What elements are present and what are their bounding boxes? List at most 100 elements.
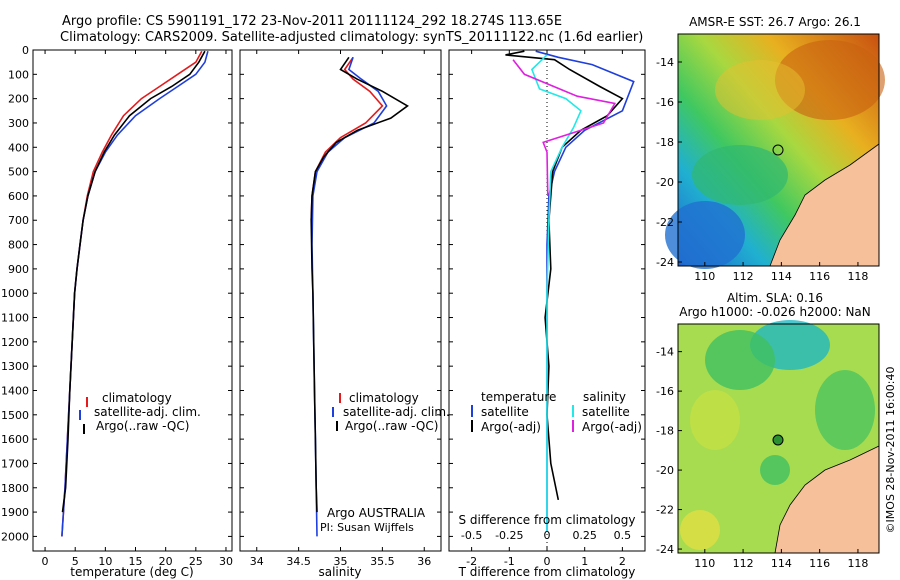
series-line-argo-raw-qc- (310, 56, 409, 513)
temperature-plot: 0100200300400500600700800900100011001200… (1, 44, 233, 568)
note-pi: PI: Susan Wijffels (320, 521, 414, 534)
argo-float-marker (772, 144, 784, 156)
argo-float-marker (772, 434, 784, 446)
s-tick-label: 0 (544, 529, 551, 542)
lat-tick-label: -14 (656, 346, 674, 359)
note-argo-australia: Argo AUSTRALIA (327, 506, 426, 520)
lon-tick-label: 110 (694, 557, 715, 570)
temperature-axis-label: temperature (deg C) (70, 565, 193, 579)
sla-map-title-line2: Argo h1000: -0.026 h2000: NaN (679, 305, 871, 319)
lat-tick-label: -14 (656, 56, 674, 69)
y-tick-label: 1300 (1, 360, 29, 373)
y-tick-label: 1000 (1, 287, 29, 300)
y-tick-label: 1200 (1, 336, 29, 349)
salinity-plot: 34 34.5 35 35.5 36 (240, 49, 441, 568)
x-tick-label: 10 (98, 555, 112, 568)
x-tick-label: 1 (581, 555, 588, 568)
y-tick-label: 300 (8, 117, 29, 130)
x-tick-label: 25 (189, 555, 203, 568)
y-tick-label: 1100 (1, 312, 29, 325)
x-tick-label: 15 (129, 555, 143, 568)
x-tick-label: 0 (42, 555, 49, 568)
lon-tick-label: 112 (733, 557, 754, 570)
sla-map-axes: 110 112 114 116 118 -14 -16 -18 -20 -22 -24 (656, 346, 868, 570)
lon-tick-label: 118 (847, 270, 868, 283)
lat-tick-label: -16 (656, 385, 674, 398)
series-line-salinity-satellite (530, 54, 582, 532)
legend-argo: Argo(..raw -QC) (345, 419, 438, 433)
s-difference-label: S difference from climatology (459, 513, 636, 527)
x-tick-label: 36 (417, 555, 431, 568)
lon-tick-label: 112 (733, 270, 754, 283)
x-tick-label: 34 (250, 555, 264, 568)
y-tick-label: 1600 (1, 433, 29, 446)
salinity-plot-frame (239, 49, 442, 552)
y-tick-label: 1900 (1, 506, 29, 519)
lat-tick-label: -18 (656, 425, 674, 438)
legend-argo: Argo(..raw -QC) (96, 419, 189, 433)
legend-sal-argo: Argo(-adj) (582, 420, 642, 434)
lat-tick-label: -22 (656, 504, 674, 517)
y-tick-label: 1400 (1, 384, 29, 397)
y-tick-label: 1800 (1, 482, 29, 495)
legend-temp-satellite: satellite (481, 405, 529, 419)
s-tick-label: -0.5 (461, 529, 482, 542)
y-tick-label: 600 (8, 190, 29, 203)
legend-climatology: climatology (349, 391, 419, 405)
s-tick-label: 0.25 (572, 529, 597, 542)
sst-map (665, 33, 885, 269)
s-tick-label: -0.25 (495, 529, 523, 542)
x-tick-label: 2 (619, 555, 626, 568)
lat-tick-label: -24 (656, 256, 674, 269)
t-difference-label: T difference from climatology (458, 565, 636, 579)
imos-credit: ©IMOS 28-Nov-2011 16:00:40 (884, 367, 897, 534)
x-tick-label: 0 (544, 555, 551, 568)
sst-map-title: AMSR-E SST: 26.7 Argo: 26.1 (689, 15, 861, 29)
x-tick-label: 5 (72, 555, 79, 568)
lat-tick-label: -20 (656, 464, 674, 477)
lat-tick-label: -24 (656, 543, 674, 556)
y-tick-label: 700 (8, 214, 29, 227)
legend-climatology: climatology (102, 391, 172, 405)
lat-tick-label: -20 (656, 176, 674, 189)
lon-tick-label: 118 (847, 557, 868, 570)
y-tick-label: 400 (8, 141, 29, 154)
x-tick-label: 34.5 (286, 555, 311, 568)
y-tick-label: 900 (8, 263, 29, 276)
x-tick-label: -2 (466, 555, 477, 568)
legend-sal-satellite: satellite (582, 405, 630, 419)
y-tick-label: 500 (8, 166, 29, 179)
y-tick-label: 2000 (1, 530, 29, 543)
x-tick-label: 30 (219, 555, 233, 568)
y-tick-label: 0 (22, 44, 29, 57)
s-difference-ticks: -0.5 -0.25 0 0.25 0.5 (461, 529, 631, 542)
salinity-legend: climatology satellite-adj. clim. Argo(..… (320, 391, 450, 534)
sla-map-title-line1: Altim. SLA: 0.16 (727, 291, 823, 305)
y-tick-label: 800 (8, 239, 29, 252)
lon-tick-label: 110 (694, 270, 715, 283)
lon-tick-label: 116 (809, 270, 830, 283)
lat-tick-label: -18 (656, 136, 674, 149)
lon-tick-label: 114 (771, 557, 792, 570)
temperature-plot-frame (32, 49, 233, 552)
difference-plot: -2 -1 0 1 2 (449, 49, 645, 568)
lat-tick-label: -22 (656, 216, 674, 229)
lat-tick-label: -16 (656, 96, 674, 109)
legend-temperature: temperature (481, 390, 556, 404)
x-tick-label: 35.5 (370, 555, 395, 568)
x-tick-label: -1 (504, 555, 515, 568)
x-tick-label: 35 (334, 555, 348, 568)
chart-title-line2: Climatology: CARS2009. Satellite-adjuste… (60, 30, 644, 45)
y-tick-label: 100 (8, 68, 29, 81)
x-tick-label: 20 (159, 555, 173, 568)
y-tick-label: 200 (8, 93, 29, 106)
sst-map-axes: 110 112 114 116 118 -14 -16 -18 -20 -22 -24 (656, 56, 868, 283)
salinity-axis-label: salinity (318, 565, 361, 579)
s-tick-label: 0.5 (614, 529, 632, 542)
y-tick-label: 1700 (1, 457, 29, 470)
series-line-argo-raw-qc- (61, 50, 206, 513)
series-line-salinity-argo-adj- (512, 59, 617, 196)
difference-legend: temperature salinity satellite Argo(-adj… (471, 390, 642, 434)
lon-tick-label: 114 (771, 270, 792, 283)
